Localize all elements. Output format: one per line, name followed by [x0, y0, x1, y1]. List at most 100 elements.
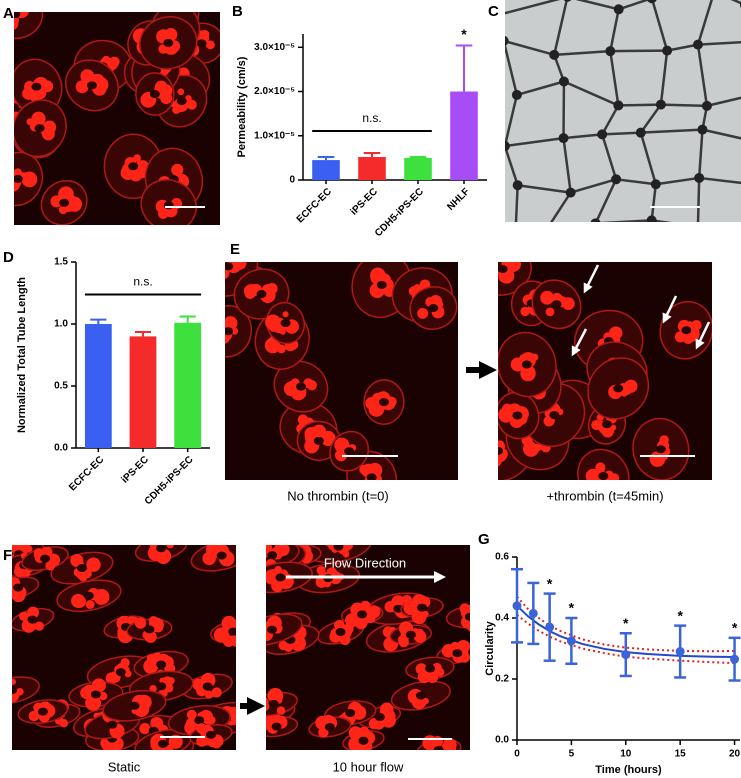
bar [312, 160, 340, 180]
cell-blob [168, 734, 183, 749]
tube [639, 132, 658, 185]
flow-label: Flow Direction [324, 555, 406, 570]
nucleus [358, 736, 369, 745]
cell-blob [595, 462, 606, 473]
node [694, 172, 705, 183]
node [662, 45, 673, 56]
tube [660, 103, 707, 108]
nucleus [163, 201, 174, 210]
tube [697, 40, 741, 46]
tube [601, 104, 620, 136]
point [675, 647, 685, 657]
y-axis-label: Circularity [484, 620, 496, 675]
caption: +thrombin (t=45min) [546, 488, 663, 503]
node [558, 133, 569, 144]
tube [562, 137, 572, 193]
nucleus [551, 300, 562, 309]
cell-blob [80, 69, 95, 84]
cell-blob [27, 606, 39, 619]
cell-blob [221, 615, 236, 631]
nucleus [498, 446, 504, 455]
nucleus [366, 473, 377, 480]
nucleus [601, 420, 612, 429]
cell-blob [270, 569, 278, 577]
cell-blob [225, 262, 226, 263]
cell-blob [266, 551, 267, 557]
cell-blob [14, 107, 15, 112]
y-tick-label: 1.0×10⁻⁵ [254, 130, 295, 141]
nucleus [216, 551, 227, 560]
cell-blob [505, 262, 522, 272]
cell-blob [2, 104, 11, 113]
tube [514, 185, 519, 222]
node [512, 180, 523, 191]
nucleus [149, 90, 160, 99]
nucleus [90, 690, 101, 699]
cell-blob [178, 1, 187, 10]
nucleus [655, 445, 666, 454]
cell-blob [86, 557, 101, 572]
cell-blob [186, 99, 197, 110]
tube [594, 178, 618, 222]
cell-blob [443, 748, 453, 750]
nucleus [83, 591, 94, 600]
tube [547, 223, 596, 229]
nucleus [357, 610, 368, 619]
cell-blob [167, 677, 175, 685]
node [613, 4, 624, 15]
x-axis-label: Time (hours) [595, 764, 662, 776]
tube [651, 0, 669, 51]
x-tick-label: ECFC-EC [295, 186, 334, 225]
cell-blob [225, 316, 238, 331]
cell-blob [348, 726, 363, 740]
y-tick-label: 1.5 [54, 257, 68, 268]
nucleus [205, 730, 216, 739]
y-tick-label: 0.0 [54, 443, 68, 454]
tube [505, 41, 519, 96]
point [528, 608, 538, 618]
cell-blob [520, 365, 536, 382]
cell-blob [212, 688, 221, 698]
cell-blob [222, 635, 235, 647]
cell-blob [28, 710, 40, 722]
tube [575, 0, 619, 11]
cell-blob [66, 196, 83, 212]
node [701, 100, 712, 111]
x-tick-label: 5 [569, 749, 575, 760]
cell-blob [466, 618, 470, 632]
node [635, 127, 646, 138]
tube [600, 134, 618, 180]
tube [696, 0, 713, 46]
cell-blob [266, 702, 267, 706]
cell-blob [41, 80, 54, 93]
cell-blob [342, 551, 350, 558]
cell-blob [46, 562, 55, 571]
point [545, 622, 555, 632]
tube [597, 219, 652, 222]
tube [563, 133, 603, 140]
nucleus [194, 716, 205, 725]
nucleus [225, 327, 234, 336]
significance: * [623, 615, 629, 631]
tube [570, 178, 617, 194]
nucleus [681, 326, 692, 335]
tube [659, 50, 669, 105]
cell-blob [649, 451, 666, 467]
tube [563, 80, 619, 107]
tube [516, 229, 547, 232]
node [646, 215, 657, 222]
cell-blob [212, 739, 222, 749]
cell-blob [266, 714, 277, 725]
nucleus [549, 411, 560, 420]
nucleus [613, 384, 624, 393]
nucleus [433, 745, 444, 750]
node [696, 221, 700, 222]
tube [618, 103, 661, 107]
tube [699, 176, 741, 185]
nucleus [452, 649, 463, 658]
cell-blob [434, 667, 445, 677]
nucleus [275, 573, 286, 582]
cell-blob [485, 447, 495, 457]
cell-blob [276, 706, 286, 715]
tube [505, 136, 564, 148]
